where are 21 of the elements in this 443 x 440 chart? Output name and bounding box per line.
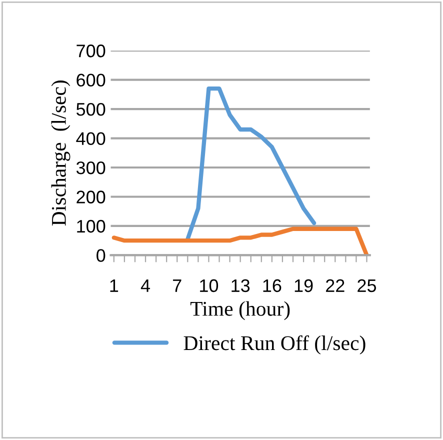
x-tick-label: 13 <box>232 279 250 292</box>
x-tick-label: 10 <box>200 279 218 292</box>
y-axis-title: Discharge (l/sec) <box>51 80 70 226</box>
y-tick-label: 0 <box>96 249 106 262</box>
x-axis-title: Time (hour) <box>190 301 290 320</box>
y-tick-label: 500 <box>76 102 106 116</box>
x-tick-label: 22 <box>326 279 344 292</box>
x-tick-label: 19 <box>294 279 313 292</box>
x-tick-label: 7 <box>173 279 182 292</box>
y-tick-label: 200 <box>76 190 106 204</box>
y-tick-label: 600 <box>76 74 106 87</box>
line-series <box>186 86 316 242</box>
y-tick-label: 400 <box>76 132 106 146</box>
legend-label: Direct Run Off (l/sec) <box>184 335 366 354</box>
y-tick-label: 700 <box>76 44 106 58</box>
x-tick-label: 25 <box>358 279 376 292</box>
y-tick-label: 100 <box>77 220 106 233</box>
x-tick-label: 4 <box>140 279 150 292</box>
x-tick-label: 1 <box>110 279 118 292</box>
x-tick-label: 16 <box>263 279 282 292</box>
y-tick-label: 300 <box>76 161 106 174</box>
